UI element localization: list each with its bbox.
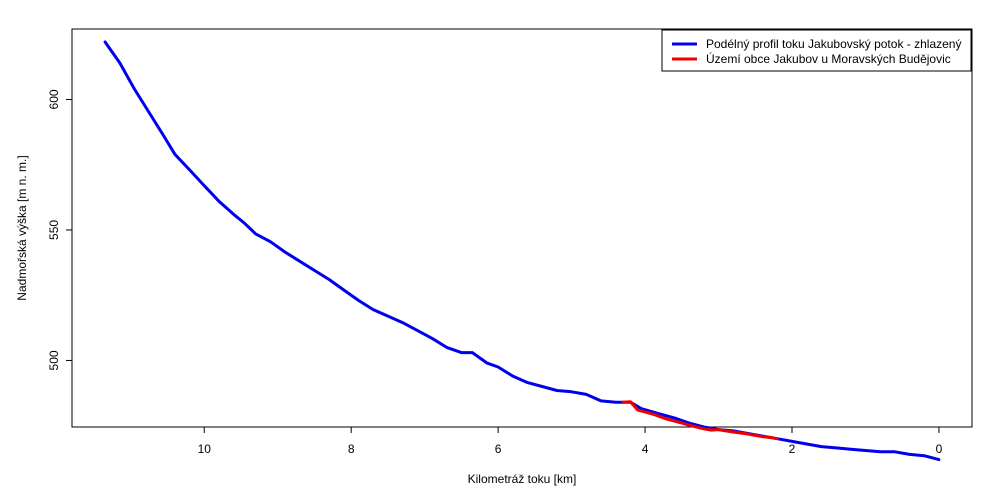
legend: Podélný profil toku Jakubovský potok - z… [661, 29, 972, 72]
x-tick-label-1: 8 [348, 442, 355, 456]
x-tick-label-0: 10 [198, 442, 212, 456]
y-tick-label-2: 600 [47, 89, 61, 109]
x-axis-title: Kilometráž toku [km] [468, 472, 577, 486]
y-tick-label-0: 500 [47, 350, 61, 370]
x-tick-label-3: 4 [642, 442, 649, 456]
y-tick-label-1: 550 [47, 220, 61, 240]
legend-label-1: Území obce Jakubov u Moravských Budějovi… [706, 51, 951, 66]
series-layer [103, 40, 941, 462]
series-line-0 [103, 40, 941, 462]
legend-box [661, 29, 972, 72]
x-tick-label-2: 6 [495, 442, 502, 456]
x-tick-label-4: 2 [789, 442, 796, 456]
series-line-1 [621, 400, 779, 441]
legend-label-0: Podélný profil toku Jakubovský potok - z… [706, 37, 961, 51]
x-tick-label-5: 0 [936, 442, 943, 456]
y-axis-title: Nadmořská výška [m n. m.] [15, 155, 29, 300]
x-axis: 10 8 6 4 2 0 [198, 427, 943, 456]
plot-area-frame [71, 28, 973, 428]
y-axis: 500 550 600 [47, 89, 72, 370]
